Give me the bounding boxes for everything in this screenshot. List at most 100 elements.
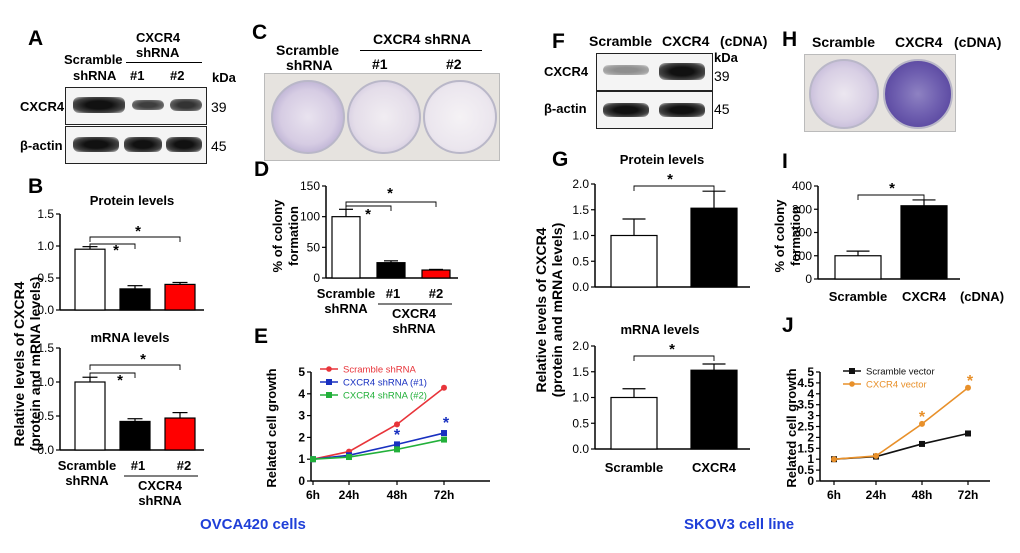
significance-bracket [633, 355, 715, 361]
bar [834, 255, 882, 280]
significance-bracket [89, 243, 136, 249]
panel-i-chart: 0 100 200 300 400 * [792, 179, 960, 286]
y-tick-label: 0 [805, 272, 812, 286]
y-tick-label: 4 [298, 387, 305, 401]
y-tick-label: 2.0 [572, 177, 589, 191]
panel-e-letter: E [254, 325, 269, 348]
y-tick-label: 1.0 [37, 239, 54, 253]
significance-star: * [394, 427, 401, 444]
y-tick-label: 1.0 [37, 375, 54, 389]
significance-star: * [365, 206, 371, 223]
panel-f-col-scramble: Scramble [589, 33, 653, 49]
panel-f-kda-45: 45 [714, 101, 730, 117]
significance-bracket [345, 201, 437, 207]
y-tick-label: 1.5 [572, 203, 589, 217]
panel-b-protein-chart: 0.0 0.5 1.0 1.5 * * [37, 207, 204, 317]
y-tick-label: 2 [298, 430, 305, 444]
bar [900, 205, 948, 280]
bar [164, 283, 196, 311]
panel-j-ylabel: Related cell growth [784, 368, 799, 487]
panel-a-blot-cxcr4 [65, 87, 207, 125]
panel-i-xlabel-cxcr4: CXCR4 [902, 289, 947, 304]
panel-i-ylabel-1: % of colony [772, 199, 787, 273]
panel-d-xlabel-scramble-2: shRNA [324, 301, 368, 316]
panel-f-blot-actin [596, 91, 713, 129]
panel-g-ylabel-1: Relative levels of CXCR4 [533, 227, 549, 392]
panel-c-plate [264, 73, 500, 161]
panel-d-xlabel-scramble-1: Scramble [317, 286, 376, 301]
blot-band [603, 103, 649, 117]
panel-c-lane2: #2 [446, 56, 462, 72]
panel-d-chart: 0 50 100 150 * * [300, 179, 458, 285]
data-point [441, 436, 447, 443]
legend-label: CXCR4 shRNA (#1) [343, 378, 427, 389]
y-tick-label: 5 [807, 365, 814, 379]
data-point [346, 454, 352, 461]
panel-c-cxcr4-header: CXCR4 shRNA [373, 31, 472, 47]
colony-dish-2 [423, 80, 497, 154]
significance-bracket [857, 194, 925, 200]
panel-a-cxcr4-header-2: shRNA [136, 45, 180, 60]
data-point [394, 441, 400, 448]
panel-d-xlabel-lane2: #2 [429, 286, 443, 301]
legend-label: Scramble shRNA [343, 365, 417, 376]
data-point [873, 452, 879, 459]
panel-a-lane2: #2 [170, 68, 185, 83]
significance-star: * [135, 223, 141, 240]
significance-bracket [89, 372, 136, 378]
panel-j-chart: 00.511.522.533.544.55 6h 24h 48h 72h Scramble… [797, 365, 990, 502]
colony-dish-cxcr4 [883, 59, 953, 129]
y-tick-label: 100 [792, 249, 812, 263]
series-line [833, 432, 969, 460]
y-tick-label: 200 [792, 226, 812, 240]
y-tick-label: 400 [792, 179, 812, 193]
series-line [312, 432, 445, 460]
panel-f-kda: kDa [714, 50, 738, 65]
series-line [312, 438, 445, 460]
x-tick-label: 48h [387, 488, 408, 502]
legend-marker [849, 368, 855, 374]
caption-skov3: SKOV3 cell line [684, 516, 795, 533]
colony-dish-scramble [271, 80, 345, 154]
panel-d-xlabel-lane1: #1 [386, 286, 400, 301]
significance-star: * [889, 180, 895, 197]
panel-h-letter: H [782, 28, 798, 51]
panel-b-ylabel-1: Relative levels of CXCR4 [11, 281, 27, 446]
y-tick-label: 150 [300, 179, 320, 193]
x-tick-label: 48h [912, 488, 933, 502]
panel-b-bottom-title: mRNA levels [91, 330, 170, 345]
panel-c-scramble-label-2: shRNA [286, 57, 333, 73]
blot-band [170, 99, 202, 111]
panel-b-xlabel-cxcr4-2: shRNA [138, 493, 182, 508]
data-point [441, 384, 447, 391]
data-point [919, 420, 925, 427]
panel-g-top-title: Protein levels [620, 152, 705, 167]
y-tick-label: 1 [298, 452, 305, 466]
blot-band [603, 65, 649, 75]
panel-h-col-scramble: Scramble [812, 34, 876, 50]
data-point [919, 440, 925, 447]
panel-e-chart: 0 1 2 3 4 5 6h 24h 48h 72h Scramble shRNA CXCR4 shR… [298, 365, 490, 502]
panel-d-ylabel-1: % of colony [270, 199, 285, 273]
panel-a-kda-45: 45 [211, 138, 227, 154]
panel-d-xlabel-cxcr4-1: CXCR4 [392, 306, 437, 321]
panel-f-row-cxcr4: CXCR4 [544, 64, 589, 79]
data-point [394, 446, 400, 453]
panel-c-scramble-label-1: Scramble [276, 42, 340, 58]
panel-g-letter: G [552, 148, 569, 171]
series-line [312, 387, 445, 460]
bar [119, 420, 151, 451]
panel-b-xlabel-scramble-1: Scramble [58, 458, 117, 473]
significance-star: * [919, 409, 926, 426]
panel-e-ylabel: Related cell growth [264, 368, 279, 487]
x-tick-label: 72h [958, 488, 979, 502]
bar [164, 417, 196, 451]
blot-band [166, 137, 202, 152]
legend-marker [326, 379, 332, 385]
bar [376, 262, 406, 279]
panel-i-letter: I [782, 150, 788, 173]
panel-c-header-line [360, 50, 482, 51]
y-tick-label: 0.5 [37, 271, 54, 285]
x-tick-label: 72h [434, 488, 455, 502]
legend-label: CXCR4 vector [866, 380, 927, 391]
